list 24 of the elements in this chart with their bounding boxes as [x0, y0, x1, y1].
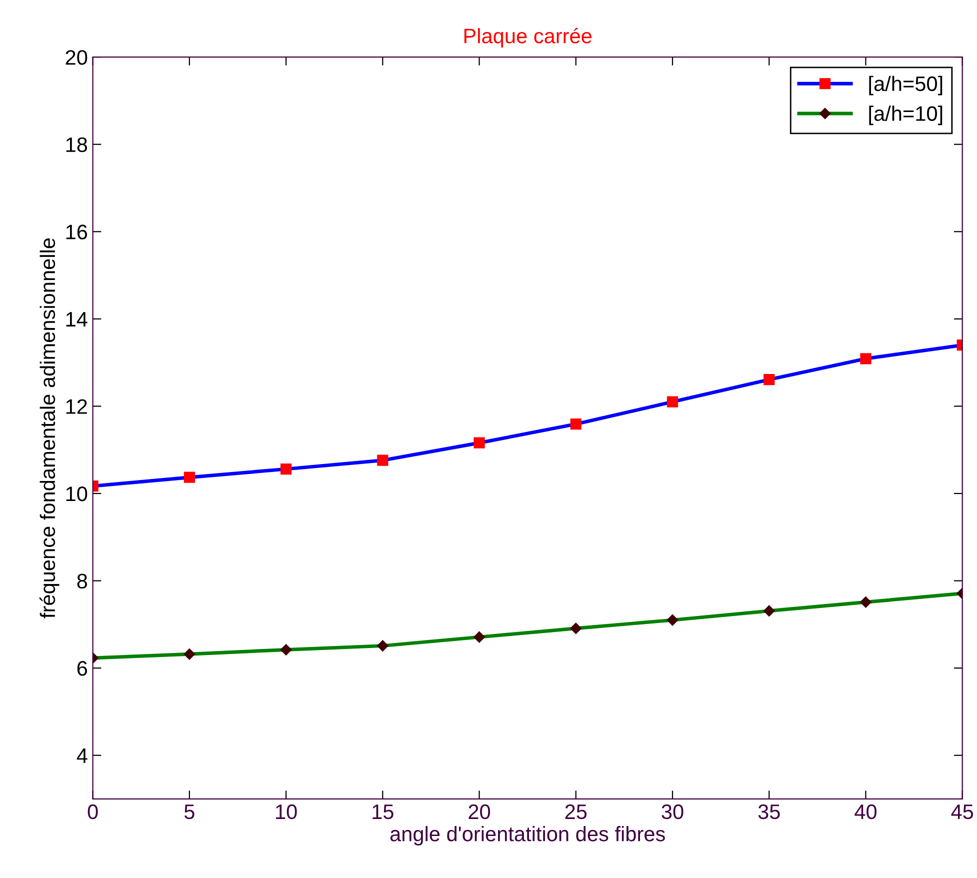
- y-tick-label: 8: [77, 574, 88, 589]
- y-tick-label: 16: [66, 224, 88, 240]
- x-tick-label: 5: [184, 804, 194, 820]
- y-tick-label: 12: [66, 399, 87, 414]
- x-tick-label: 35: [758, 804, 780, 820]
- y-axis-title: fréquence fondamentale adimensionnelle: [40, 238, 60, 618]
- y-tick-label: 10: [66, 486, 88, 502]
- y-tick-label: 6: [77, 661, 88, 676]
- legend-label: [a/h=10]: [869, 106, 942, 126]
- x-tick-label: 10: [276, 804, 297, 820]
- x-tick-label: 30: [662, 804, 684, 820]
- x-axis-title: angle d'orientatition des fibres: [390, 826, 665, 846]
- x-tick-label: 15: [372, 804, 394, 820]
- x-tick-label: 40: [854, 804, 877, 820]
- y-tick-label: 14: [66, 312, 88, 326]
- chart-title: Plaque carrée: [464, 28, 592, 48]
- x-tick-label: 20: [468, 804, 490, 820]
- y-tick-label: 18: [66, 137, 88, 152]
- x-tick-label: 25: [565, 804, 587, 820]
- legend-label: [a/h=50]: [869, 76, 942, 96]
- y-tick-label: 20: [66, 50, 88, 65]
- y-tick-label: 4: [76, 748, 88, 763]
- x-tick-label: 0: [88, 804, 98, 820]
- x-tick-label: 45: [951, 804, 974, 820]
